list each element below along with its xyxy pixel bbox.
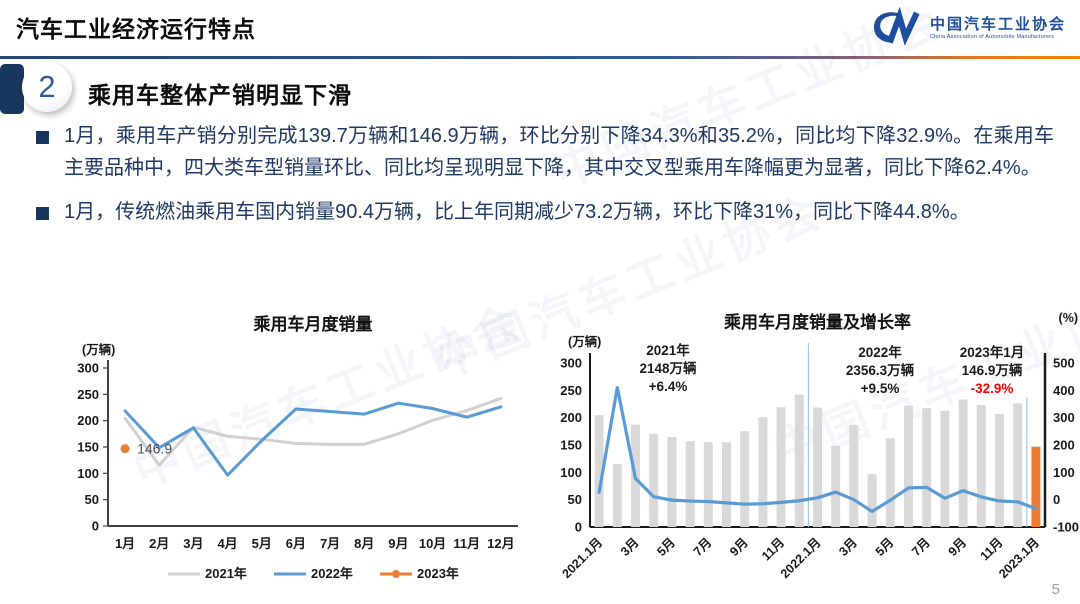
svg-text:9月: 9月 — [946, 535, 970, 559]
svg-text:7月: 7月 — [320, 536, 340, 551]
bullet-text: 1月，乘用车产销分别完成139.7万辆和146.9万辆，环比分别下降34.3%和… — [64, 125, 1054, 180]
svg-text:2023.1月: 2023.1月 — [996, 535, 1042, 581]
svg-text:3月: 3月 — [183, 536, 203, 551]
svg-text:11月: 11月 — [759, 535, 787, 563]
svg-text:11月: 11月 — [978, 535, 1006, 563]
svg-text:8月: 8月 — [354, 536, 374, 551]
svg-text:3月: 3月 — [836, 535, 860, 559]
x-axis: 1月 2月 3月 4月 5月 6月 7月 8月 9月 10月 11月 12月 — [108, 525, 518, 551]
annotation-2023年1月: 2023年1月 146.9万辆 -32.9% — [960, 344, 1025, 396]
header-divider — [0, 56, 1080, 59]
caam-logo-icon — [867, 6, 923, 51]
svg-text:1月: 1月 — [115, 536, 135, 551]
svg-text:2022.1月: 2022.1月 — [778, 535, 824, 581]
svg-text:300: 300 — [1053, 410, 1075, 425]
svg-text:200: 200 — [77, 413, 99, 428]
svg-text:300: 300 — [77, 361, 99, 376]
bullet-list: 1月，乘用车产销分别完成139.7万辆和146.9万辆，环比分别下降34.3%和… — [36, 120, 1054, 239]
svg-text:4月: 4月 — [217, 536, 237, 551]
svg-text:2022年: 2022年 — [858, 344, 902, 360]
svg-text:11月: 11月 — [453, 536, 480, 551]
svg-text:200: 200 — [560, 410, 582, 425]
svg-text:2021年: 2021年 — [205, 566, 247, 581]
growth-rate-line — [597, 385, 1038, 514]
svg-text:50: 50 — [85, 492, 99, 507]
svg-text:2月: 2月 — [149, 536, 169, 551]
section-number-badge: 2 — [22, 62, 72, 112]
svg-text:150: 150 — [560, 438, 582, 453]
svg-text:10月: 10月 — [419, 536, 446, 551]
org-logo: 中国汽车工业协会 China Association of Automobile… — [867, 6, 1066, 51]
left-axis-unit: (万辆) — [568, 334, 601, 349]
svg-text:200: 200 — [1053, 438, 1075, 453]
org-name-en: China Association of Automobile Manufact… — [929, 33, 1055, 40]
org-name-cn: 中国汽车工业协会 — [929, 16, 1066, 34]
monthly-sales-line-chart: 乘用车月度销量 (万辆) 0 50 100 150 200 250 300 1月 2月 3月 4月 5月 6… — [77, 314, 518, 581]
y-axis-unit: (万辆) — [82, 342, 115, 357]
svg-text:5月: 5月 — [252, 536, 272, 551]
svg-text:12月: 12月 — [487, 536, 514, 551]
page-number: 5 — [1051, 581, 1060, 598]
svg-text:50: 50 — [568, 492, 582, 507]
svg-text:2021.1月: 2021.1月 — [559, 535, 605, 581]
list-item: 1月，乘用车产销分别完成139.7万辆和146.9万辆，环比分别下降34.3%和… — [36, 120, 1054, 185]
svg-text:2022年: 2022年 — [311, 566, 353, 581]
svg-text:+9.5%: +9.5% — [861, 381, 900, 396]
svg-text:250: 250 — [77, 387, 99, 402]
svg-text:500: 500 — [1053, 356, 1075, 371]
svg-text:9月: 9月 — [727, 535, 751, 559]
svg-text:7月: 7月 — [909, 535, 933, 559]
svg-text:6月: 6月 — [286, 536, 306, 551]
annotation-2021年: 2021年 2148万辆 +6.4% — [639, 342, 697, 394]
y-axes: 0 50 100 150 200 250 300 -100 0 100 200 300 400 500 — [560, 353, 1079, 535]
svg-text:146.9万辆: 146.9万辆 — [962, 362, 1023, 378]
svg-text:-100: -100 — [1053, 520, 1079, 535]
svg-text:100: 100 — [1053, 465, 1075, 480]
svg-text:5月: 5月 — [654, 535, 678, 559]
series-2021年 — [123, 396, 503, 467]
svg-text:5月: 5月 — [873, 535, 897, 559]
svg-text:300: 300 — [560, 356, 582, 371]
svg-text:7月: 7月 — [691, 535, 715, 559]
legend: 2021年 2022年 2023年 — [168, 566, 459, 581]
right-axis-unit: (%) — [1059, 311, 1078, 325]
svg-text:0: 0 — [575, 520, 582, 535]
bullet-text: 1月，传统燃油乘用车国内销量90.4万辆，比上年同期减少73.2万辆，环比下降3… — [64, 200, 970, 223]
svg-text:250: 250 — [560, 383, 582, 398]
svg-text:2021年: 2021年 — [646, 342, 690, 358]
svg-text:150: 150 — [77, 440, 99, 455]
page-title: 汽车工业经济运行特点 — [16, 16, 256, 42]
sales-bars — [594, 394, 1041, 527]
svg-text:100: 100 — [560, 465, 582, 480]
sales-and-growth-combo-chart: 乘用车月度销量及增长率 (万辆) (%) 0 50 100 150 200 250 300 -100… — [559, 311, 1079, 581]
data-label: 146.9 — [137, 441, 172, 457]
svg-text:0: 0 — [92, 519, 99, 534]
svg-text:0: 0 — [1053, 492, 1060, 507]
svg-text:3月: 3月 — [618, 535, 642, 559]
svg-text:9月: 9月 — [388, 536, 408, 551]
svg-text:100: 100 — [77, 466, 99, 481]
bullet-square-icon — [36, 131, 49, 144]
series-2022年 — [123, 401, 503, 477]
svg-text:2356.3万辆: 2356.3万辆 — [846, 362, 915, 378]
series-2023年: 146.9 — [120, 441, 172, 457]
svg-text:2148万辆: 2148万辆 — [639, 360, 697, 376]
section-heading: 乘用车整体产销明显下滑 — [88, 82, 352, 108]
chart-title: 乘用车月度销量及增长率 — [723, 312, 911, 332]
svg-text:+6.4%: +6.4% — [649, 379, 688, 394]
svg-text:2023年: 2023年 — [417, 566, 459, 581]
list-item: 1月，传统燃油乘用车国内销量90.4万辆，比上年同期减少73.2万辆，环比下降3… — [36, 196, 1054, 228]
y-axis: 0 50 100 150 200 250 300 — [77, 360, 109, 534]
svg-text:2023年1月: 2023年1月 — [960, 344, 1025, 360]
bullet-square-icon — [36, 206, 49, 220]
svg-text:400: 400 — [1053, 383, 1075, 398]
svg-text:-32.9%: -32.9% — [971, 381, 1014, 396]
annotation-2022年: 2022年 2356.3万辆 +9.5% — [846, 344, 915, 396]
section-tab — [0, 64, 24, 114]
chart-title: 乘用车月度销量 — [253, 314, 373, 334]
